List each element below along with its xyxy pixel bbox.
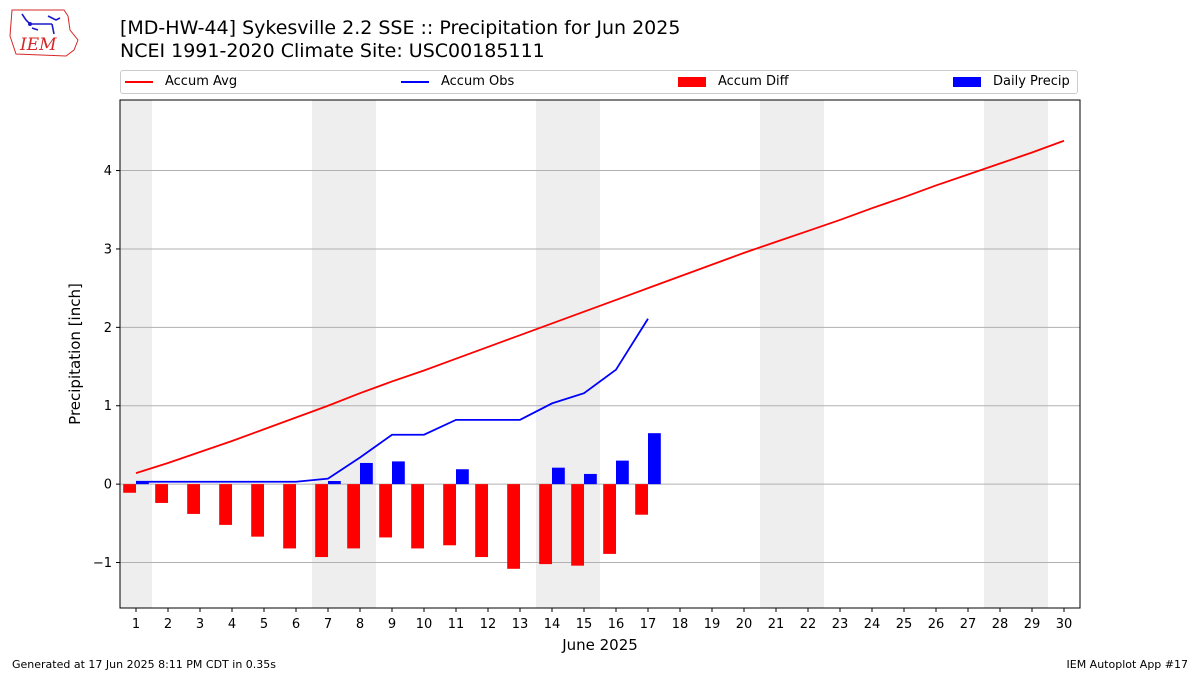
x-tick-label: 19: [704, 617, 721, 632]
x-tick-label: 22: [800, 617, 817, 632]
y-tick-label: 0: [104, 478, 112, 493]
bar-daily-precip: [584, 473, 597, 485]
x-tick-label: 12: [480, 617, 497, 632]
x-tick-label: 16: [608, 617, 625, 632]
footer-app: IEM Autoplot App #17: [1066, 658, 1189, 671]
legend-swatch: [125, 80, 153, 83]
bar-accum-diff: [123, 484, 136, 493]
x-tick-label: 15: [576, 617, 593, 632]
bar-daily-precip: [456, 469, 469, 485]
bar-daily-precip: [392, 461, 405, 485]
y-axis-label: Precipitation [inch]: [66, 283, 84, 425]
legend-item-accum-avg: Accum Avg: [125, 74, 237, 92]
y-tick-label: 1: [104, 399, 112, 414]
x-tick-label: 11: [448, 617, 465, 632]
line-accum-obs: [136, 318, 649, 483]
x-tick-label: 27: [960, 617, 977, 632]
x-tick-label: 24: [864, 617, 881, 632]
bar-accum-diff: [635, 484, 648, 515]
x-tick-label: 2: [164, 617, 172, 632]
bar-accum-diff: [219, 484, 232, 525]
bar-accum-diff: [155, 484, 168, 503]
legend-label: Accum Obs: [441, 74, 515, 89]
bar-accum-diff: [315, 484, 328, 558]
x-tick-label: 10: [416, 617, 433, 632]
footer-generated: Generated at 17 Jun 2025 8:11 PM CDT in …: [12, 658, 277, 671]
x-tick-label: 30: [1056, 617, 1073, 632]
legend-item-accum-diff: Accum Diff: [678, 74, 789, 92]
legend-label: Daily Precip: [993, 74, 1070, 89]
bar-daily-precip: [328, 481, 341, 485]
weekend-shade: [760, 100, 824, 608]
weekend-shade: [120, 100, 152, 608]
legend-label: Accum Avg: [165, 74, 238, 89]
line-accum-avg: [135, 139, 1065, 475]
iem-logo: IEM: [9, 9, 79, 57]
x-tick-label: 23: [832, 617, 849, 632]
x-tick-label: 28: [992, 617, 1009, 632]
x-tick-label: 8: [356, 617, 364, 632]
bar-daily-precip: [360, 462, 373, 485]
bar-daily-precip: [648, 433, 661, 485]
x-tick-label: 5: [260, 617, 268, 632]
x-tick-label: 7: [324, 617, 332, 632]
x-tick-label: 20: [736, 617, 753, 632]
x-tick-label: 1: [132, 617, 140, 632]
x-tick-label: 3: [196, 617, 204, 632]
bar-accum-diff: [283, 484, 296, 549]
x-tick-label: 14: [544, 617, 561, 632]
x-tick-label: 13: [512, 617, 529, 632]
weekend-shade: [984, 100, 1048, 608]
legend-swatch: [401, 80, 429, 83]
bar-daily-precip: [616, 460, 629, 485]
y-tick-label: 2: [104, 321, 112, 336]
bar-accum-diff: [443, 484, 456, 546]
chart-title: [MD-HW-44] Sykesville 2.2 SSE :: Precipi…: [120, 17, 681, 39]
x-tick-label: 4: [228, 617, 236, 632]
bar-accum-diff: [571, 484, 584, 566]
legend-item-accum-obs: Accum Obs: [401, 74, 514, 92]
plot-frame: [119, 99, 1081, 609]
logo-text: IEM: [19, 35, 57, 55]
bar-accum-diff: [379, 484, 392, 538]
bar-accum-diff: [411, 484, 424, 549]
legend-item-daily-precip: Daily Precip: [953, 74, 1070, 92]
bar-accum-diff: [603, 484, 616, 554]
x-axis-label: June 2025: [561, 636, 638, 654]
bar-accum-diff: [187, 484, 200, 514]
bar-accum-diff: [475, 484, 488, 558]
x-tick-label: 21: [768, 617, 785, 632]
bar-daily-precip: [136, 481, 149, 485]
bar-daily-precip: [552, 467, 565, 485]
bar-accum-diff: [507, 484, 520, 569]
bar-accum-diff: [539, 484, 552, 565]
x-tick-label: 29: [1024, 617, 1041, 632]
x-tick-label: 25: [896, 617, 913, 632]
y-tick-label: −1: [93, 556, 112, 571]
chart-subtitle: NCEI 1991-2020 Climate Site: USC00185111: [120, 40, 545, 62]
x-tick-label: 6: [292, 617, 300, 632]
x-tick-label: 17: [640, 617, 657, 632]
y-tick-label: 4: [104, 164, 112, 179]
x-tick-label: 18: [672, 617, 689, 632]
bar-accum-diff: [347, 484, 360, 549]
chart-legend: Accum Avg Accum Obs Accum Diff Daily Pre…: [120, 70, 1078, 94]
legend-swatch: [678, 76, 706, 87]
legend-swatch: [953, 76, 981, 87]
x-tick-label: 26: [928, 617, 945, 632]
bar-accum-diff: [251, 484, 264, 537]
y-tick-label: 3: [104, 242, 112, 257]
x-tick-label: 9: [388, 617, 396, 632]
legend-label: Accum Diff: [718, 74, 789, 89]
